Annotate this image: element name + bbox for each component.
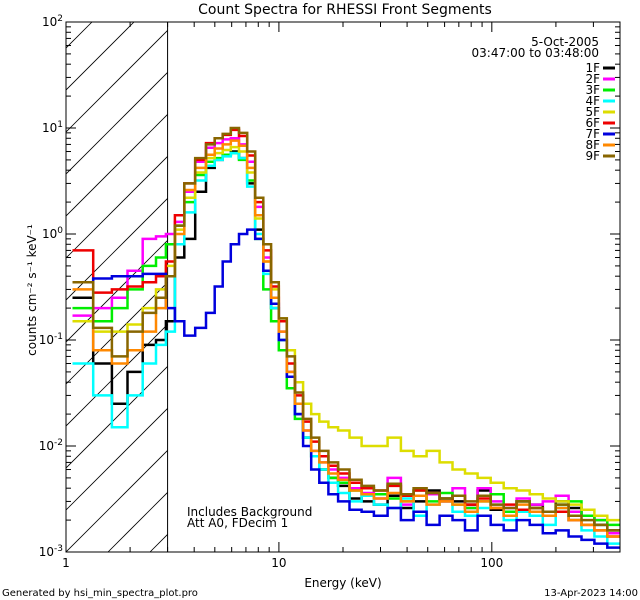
- annotation-attenuator: Att A0, FDecim 1: [187, 516, 288, 530]
- legend-label: 4F: [585, 94, 600, 108]
- hatch-line: [66, 323, 168, 427]
- hatch-line: [66, 407, 168, 511]
- date-label: 5-Oct-2005: [531, 35, 599, 49]
- hatch-line: [66, 22, 135, 91]
- annotation-background: Includes Background: [187, 505, 312, 519]
- y-tick-label: 10-3: [39, 544, 63, 559]
- y-axis-label: counts cm⁻² s⁻¹ keV⁻¹: [25, 224, 39, 356]
- hatch-line: [66, 71, 168, 175]
- x-axis-label: Energy (keV): [304, 576, 381, 590]
- y-tick-label: 101: [42, 120, 63, 135]
- hatch-line: [66, 197, 168, 301]
- series-7F: [72, 228, 620, 549]
- legend-label: 5F: [585, 105, 600, 119]
- series-5F: [72, 145, 620, 522]
- legend-label: 3F: [585, 83, 600, 97]
- y-tick-label: 10-2: [39, 438, 63, 453]
- footer-generator: Generated by hsi_min_spectra_plot.pro: [2, 588, 198, 599]
- hatch-line: [66, 29, 168, 133]
- hatch-line: [66, 22, 93, 49]
- x-tick-label: 1: [62, 556, 70, 570]
- x-tick-label: 10: [271, 556, 286, 570]
- series-6F: [72, 128, 620, 538]
- hatch-line: [192, 22, 640, 552]
- hatch-line: [66, 239, 168, 343]
- legend-label: 6F: [585, 116, 600, 130]
- time-range-label: 03:47:00 to 03:48:00: [472, 46, 599, 60]
- y-tick-label: 10-1: [39, 332, 63, 347]
- hatch-line: [528, 22, 640, 552]
- chart-title: Count Spectra for RHESSI Front Segments: [198, 2, 492, 18]
- hatch-line: [486, 22, 640, 552]
- plot-frame: [65, 21, 621, 553]
- hatch-line: [66, 365, 168, 469]
- axis-ticks: 1 10 100 10-3 10-2 10-1 100 101 102: [39, 14, 621, 570]
- hatch-line: [66, 281, 168, 385]
- y-tick-label: 100: [42, 226, 63, 241]
- hatch-line: [66, 155, 168, 259]
- y-tick-label: 102: [42, 14, 63, 29]
- legend-label: 1F: [585, 61, 600, 75]
- hatch-line: [66, 449, 168, 552]
- hatch-line: [107, 491, 168, 552]
- footer-timestamp: 13-Apr-2023 14:00: [544, 588, 638, 599]
- legend-label: 9F: [585, 149, 600, 163]
- x-tick-label: 100: [480, 556, 503, 570]
- legend-label: 8F: [585, 138, 600, 152]
- series-lines: [72, 126, 620, 549]
- hatch-line: [234, 22, 640, 552]
- hatched-region: [66, 22, 640, 552]
- series-9F: [72, 126, 620, 532]
- legend-label: 7F: [585, 127, 600, 141]
- legend-label: 2F: [585, 72, 600, 86]
